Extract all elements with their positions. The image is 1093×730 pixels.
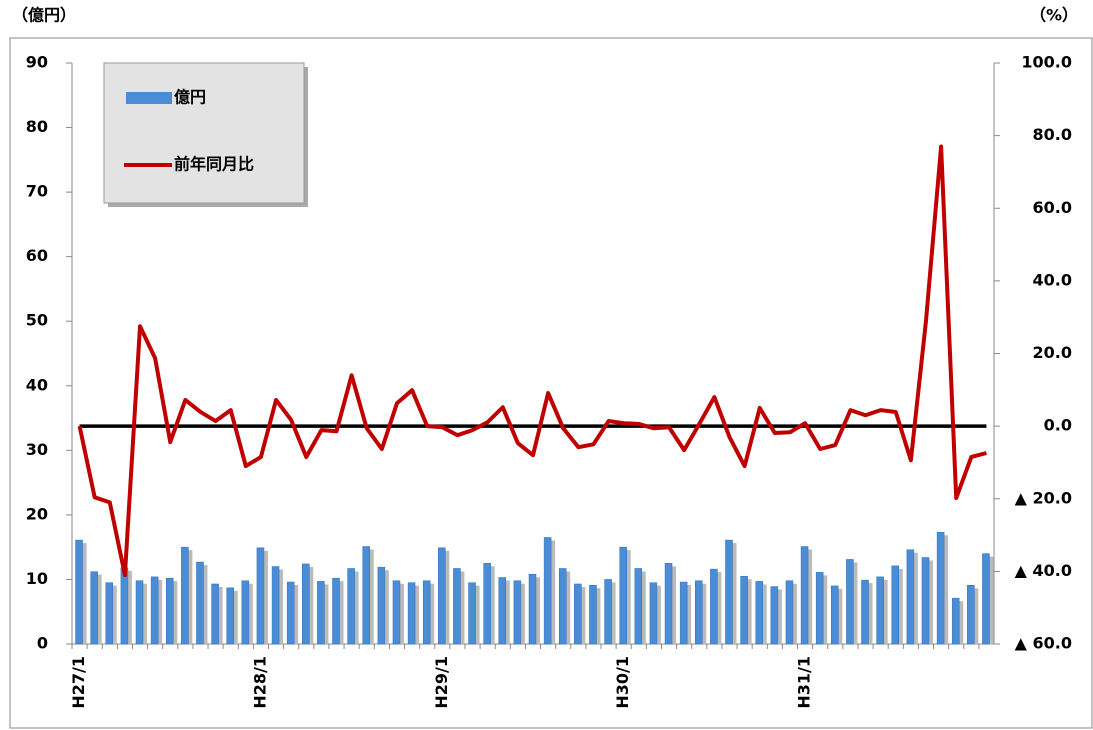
bar (120, 567, 129, 645)
bar (105, 582, 114, 645)
bar (921, 557, 930, 645)
bar (498, 577, 507, 645)
bar (740, 575, 748, 645)
bar (211, 583, 219, 645)
bar (800, 546, 809, 645)
y2-tick-label: 80.0 (1033, 125, 1072, 144)
y-unit: （億円） (12, 6, 76, 25)
bar (770, 586, 779, 645)
bar (317, 581, 325, 645)
y-tick-label: 20 (26, 504, 48, 523)
y-tick-label: 40 (26, 375, 48, 394)
bar (302, 563, 310, 645)
bar (543, 537, 552, 645)
bar (286, 581, 295, 645)
y-tick-label: 30 (26, 440, 48, 459)
legend-box (103, 62, 305, 204)
bar (75, 539, 83, 645)
y2-tick-label: 100.0 (1021, 53, 1072, 72)
bar (468, 582, 476, 645)
bar (347, 568, 355, 645)
bar (649, 582, 658, 645)
y-tick-label: 10 (26, 569, 48, 588)
line (77, 144, 987, 578)
y-tick-label: 0 (37, 634, 48, 653)
x-tick-label: H29/1 (432, 656, 451, 709)
bar (679, 581, 688, 645)
bar (951, 597, 960, 645)
legend-label: 前年同月比 (174, 155, 254, 174)
bar (815, 572, 824, 645)
bar (891, 565, 900, 645)
bar (936, 532, 945, 645)
y2-tick-label: 0.0 (1044, 416, 1072, 435)
y2-tick-label: ▲ 60.0 (1015, 634, 1072, 653)
bar (664, 563, 673, 645)
bar (876, 576, 884, 645)
bar (256, 547, 265, 645)
bar (438, 547, 446, 645)
y-tick-label: 50 (26, 311, 48, 330)
x-tick-label: H31/1 (795, 656, 814, 709)
bar (982, 553, 990, 645)
y-tick-label: 70 (26, 182, 48, 201)
bar (392, 580, 401, 645)
y2-tick-label: 60.0 (1033, 198, 1072, 217)
y-tick-label: 80 (26, 117, 48, 136)
bar (407, 582, 416, 645)
x-tick-label: H28/1 (250, 656, 269, 709)
bar (165, 577, 174, 645)
y2-tick-label: 20.0 (1033, 343, 1072, 362)
bar (710, 568, 718, 645)
bar (755, 581, 763, 645)
bar (271, 566, 280, 645)
bar (831, 585, 839, 645)
bar (906, 549, 915, 645)
bar (422, 580, 431, 645)
bar (226, 587, 234, 645)
y-tick-label: 60 (26, 246, 48, 265)
y-tick-label: 90 (26, 53, 48, 72)
bar (634, 568, 643, 645)
y2-tick-label: ▲ 20.0 (1015, 488, 1072, 507)
x-tick-label: H27/1 (69, 656, 88, 709)
bar (604, 579, 612, 645)
bar (196, 561, 204, 645)
legend-swatch (126, 92, 172, 104)
y2-tick-label: 40.0 (1033, 270, 1072, 289)
bar (377, 566, 386, 645)
bar (135, 580, 144, 645)
x-tick-label: H30/1 (613, 656, 632, 709)
bar (967, 585, 975, 645)
bar (332, 577, 340, 645)
bar (483, 563, 491, 645)
y2-tick-label: ▲ 40.0 (1015, 561, 1072, 580)
y2-unit: （%） (1030, 6, 1078, 25)
bar (453, 568, 461, 645)
bar (241, 580, 250, 645)
legend-label: 億円 (174, 88, 206, 107)
bar (695, 580, 703, 645)
bar (558, 568, 567, 645)
bar (90, 571, 98, 645)
bar (846, 559, 854, 645)
bar (785, 580, 794, 645)
bar (150, 576, 159, 645)
bar (513, 580, 522, 645)
bar (574, 583, 582, 645)
bar (589, 585, 597, 645)
chart-frame (9, 37, 1093, 729)
bar (619, 546, 627, 645)
bar (725, 539, 733, 645)
bar (861, 579, 869, 645)
bar (528, 574, 537, 645)
bar (362, 546, 370, 645)
bar (181, 546, 189, 645)
